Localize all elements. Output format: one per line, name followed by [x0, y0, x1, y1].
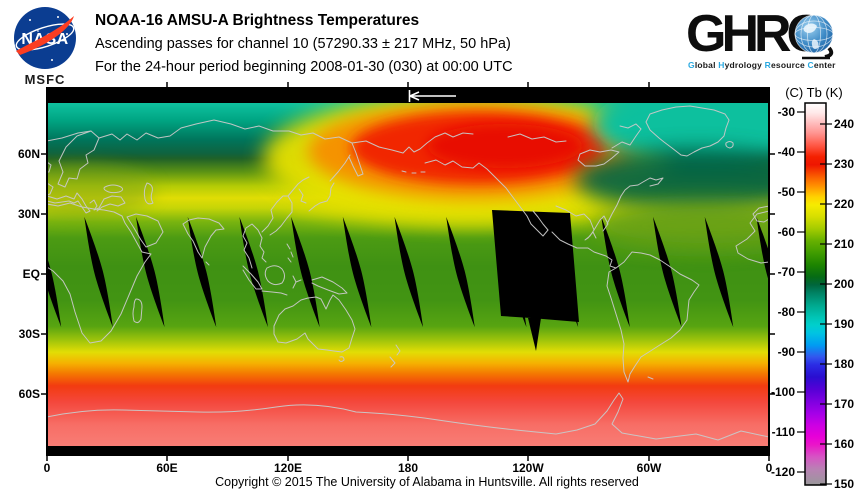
longitude-axis: 0 60E 120E 180 120W 60W 0	[44, 461, 773, 475]
c-tick: -50	[778, 185, 796, 199]
left-arrow-icon	[408, 90, 456, 102]
nasa-center-label: MSFC	[24, 72, 66, 87]
k-tick: 220	[834, 197, 854, 211]
k-tick: 200	[834, 277, 854, 291]
copyright-text: Copyright © 2015 The University of Alaba…	[215, 475, 639, 489]
tagline-esource: esource	[770, 60, 808, 70]
lat-label-eq: EQ	[23, 267, 40, 281]
latitude-axis: 60N 30N EQ 30S 60S	[18, 147, 40, 401]
tagline-enter: enter	[813, 60, 836, 70]
coastlines	[48, 105, 768, 441]
k-tick: 210	[834, 237, 854, 251]
page-subtitle-channel: Ascending passes for channel 10 (57290.3…	[95, 36, 511, 52]
c-tick: -120	[771, 465, 795, 479]
tagline-lobal: lobal	[694, 60, 719, 70]
lat-label-30n: 30N	[18, 207, 40, 221]
lon-label-0e: 0	[766, 461, 773, 475]
k-tick: 230	[834, 157, 854, 171]
k-tick: 160	[834, 437, 854, 451]
missing-data-block	[492, 210, 579, 351]
lat-label-60n: 60N	[18, 147, 40, 161]
c-tick: -70	[778, 265, 796, 279]
ghrc-globe-icon	[794, 14, 834, 60]
colorbar: (C) Tb (K) -30 -40 -50 -60 -70 -8	[771, 85, 854, 491]
k-tick: 190	[834, 317, 854, 331]
nasa-logo-icon: NASA	[14, 7, 76, 69]
k-tick: 150	[834, 477, 854, 491]
c-tick: -100	[771, 385, 795, 399]
north-polar-gap	[48, 89, 768, 103]
lon-label-120w: 120W	[512, 461, 544, 475]
lon-label-0w: 0	[44, 461, 51, 475]
axis-ticks	[41, 82, 775, 461]
south-polar-gap	[48, 446, 768, 454]
c-tick: -40	[778, 145, 796, 159]
colorbar-kelvin-labels: 240 230 220 210 200 190 180 170 160 150	[834, 117, 854, 491]
ghrc-tagline: Global Hydrology Resource Center	[688, 60, 852, 70]
tagline-r: R	[764, 60, 771, 70]
lon-label-60w: 60W	[637, 461, 662, 475]
c-tick: -110	[772, 425, 796, 439]
tagline-ydrology: ydrology	[724, 60, 765, 70]
tagline-c: C	[807, 60, 814, 70]
nasa-orbit	[15, 23, 75, 51]
brightness-temperature-field	[48, 89, 768, 454]
lat-label-60s: 60S	[19, 387, 40, 401]
nasa-stars	[24, 16, 68, 61]
colorbar-gradient	[804, 102, 827, 486]
k-tick: 240	[834, 117, 854, 131]
tagline-g: G	[688, 60, 695, 70]
c-tick: -90	[778, 345, 796, 359]
k-tick: 180	[834, 357, 854, 371]
k-tick: 170	[834, 397, 854, 411]
c-tick: -60	[778, 225, 796, 239]
lon-label-180: 180	[398, 461, 418, 475]
nasa-swoosh	[16, 16, 74, 55]
lat-label-30s: 30S	[19, 327, 40, 341]
lon-label-60e: 60E	[156, 461, 177, 475]
ghrc-logo: GHRC	[686, 5, 834, 62]
cold-region-greenland	[593, 89, 768, 166]
page-title: NOAA-16 AMSU-A Brightness Temperatures	[95, 12, 420, 29]
page-subtitle-period: For the 24-hour period beginning 2008-01…	[95, 59, 513, 75]
c-tick: -30	[778, 105, 796, 119]
lon-label-120e: 120E	[274, 461, 302, 475]
colorbar-celsius-labels: -30 -40 -50 -60 -70 -80 -90 -100 -110 -1…	[771, 105, 795, 479]
colorbar-header: (C) Tb (K)	[785, 85, 843, 100]
colorbar-ticks	[797, 111, 832, 485]
tagline-h: H	[718, 60, 725, 70]
c-tick: -80	[778, 305, 796, 319]
